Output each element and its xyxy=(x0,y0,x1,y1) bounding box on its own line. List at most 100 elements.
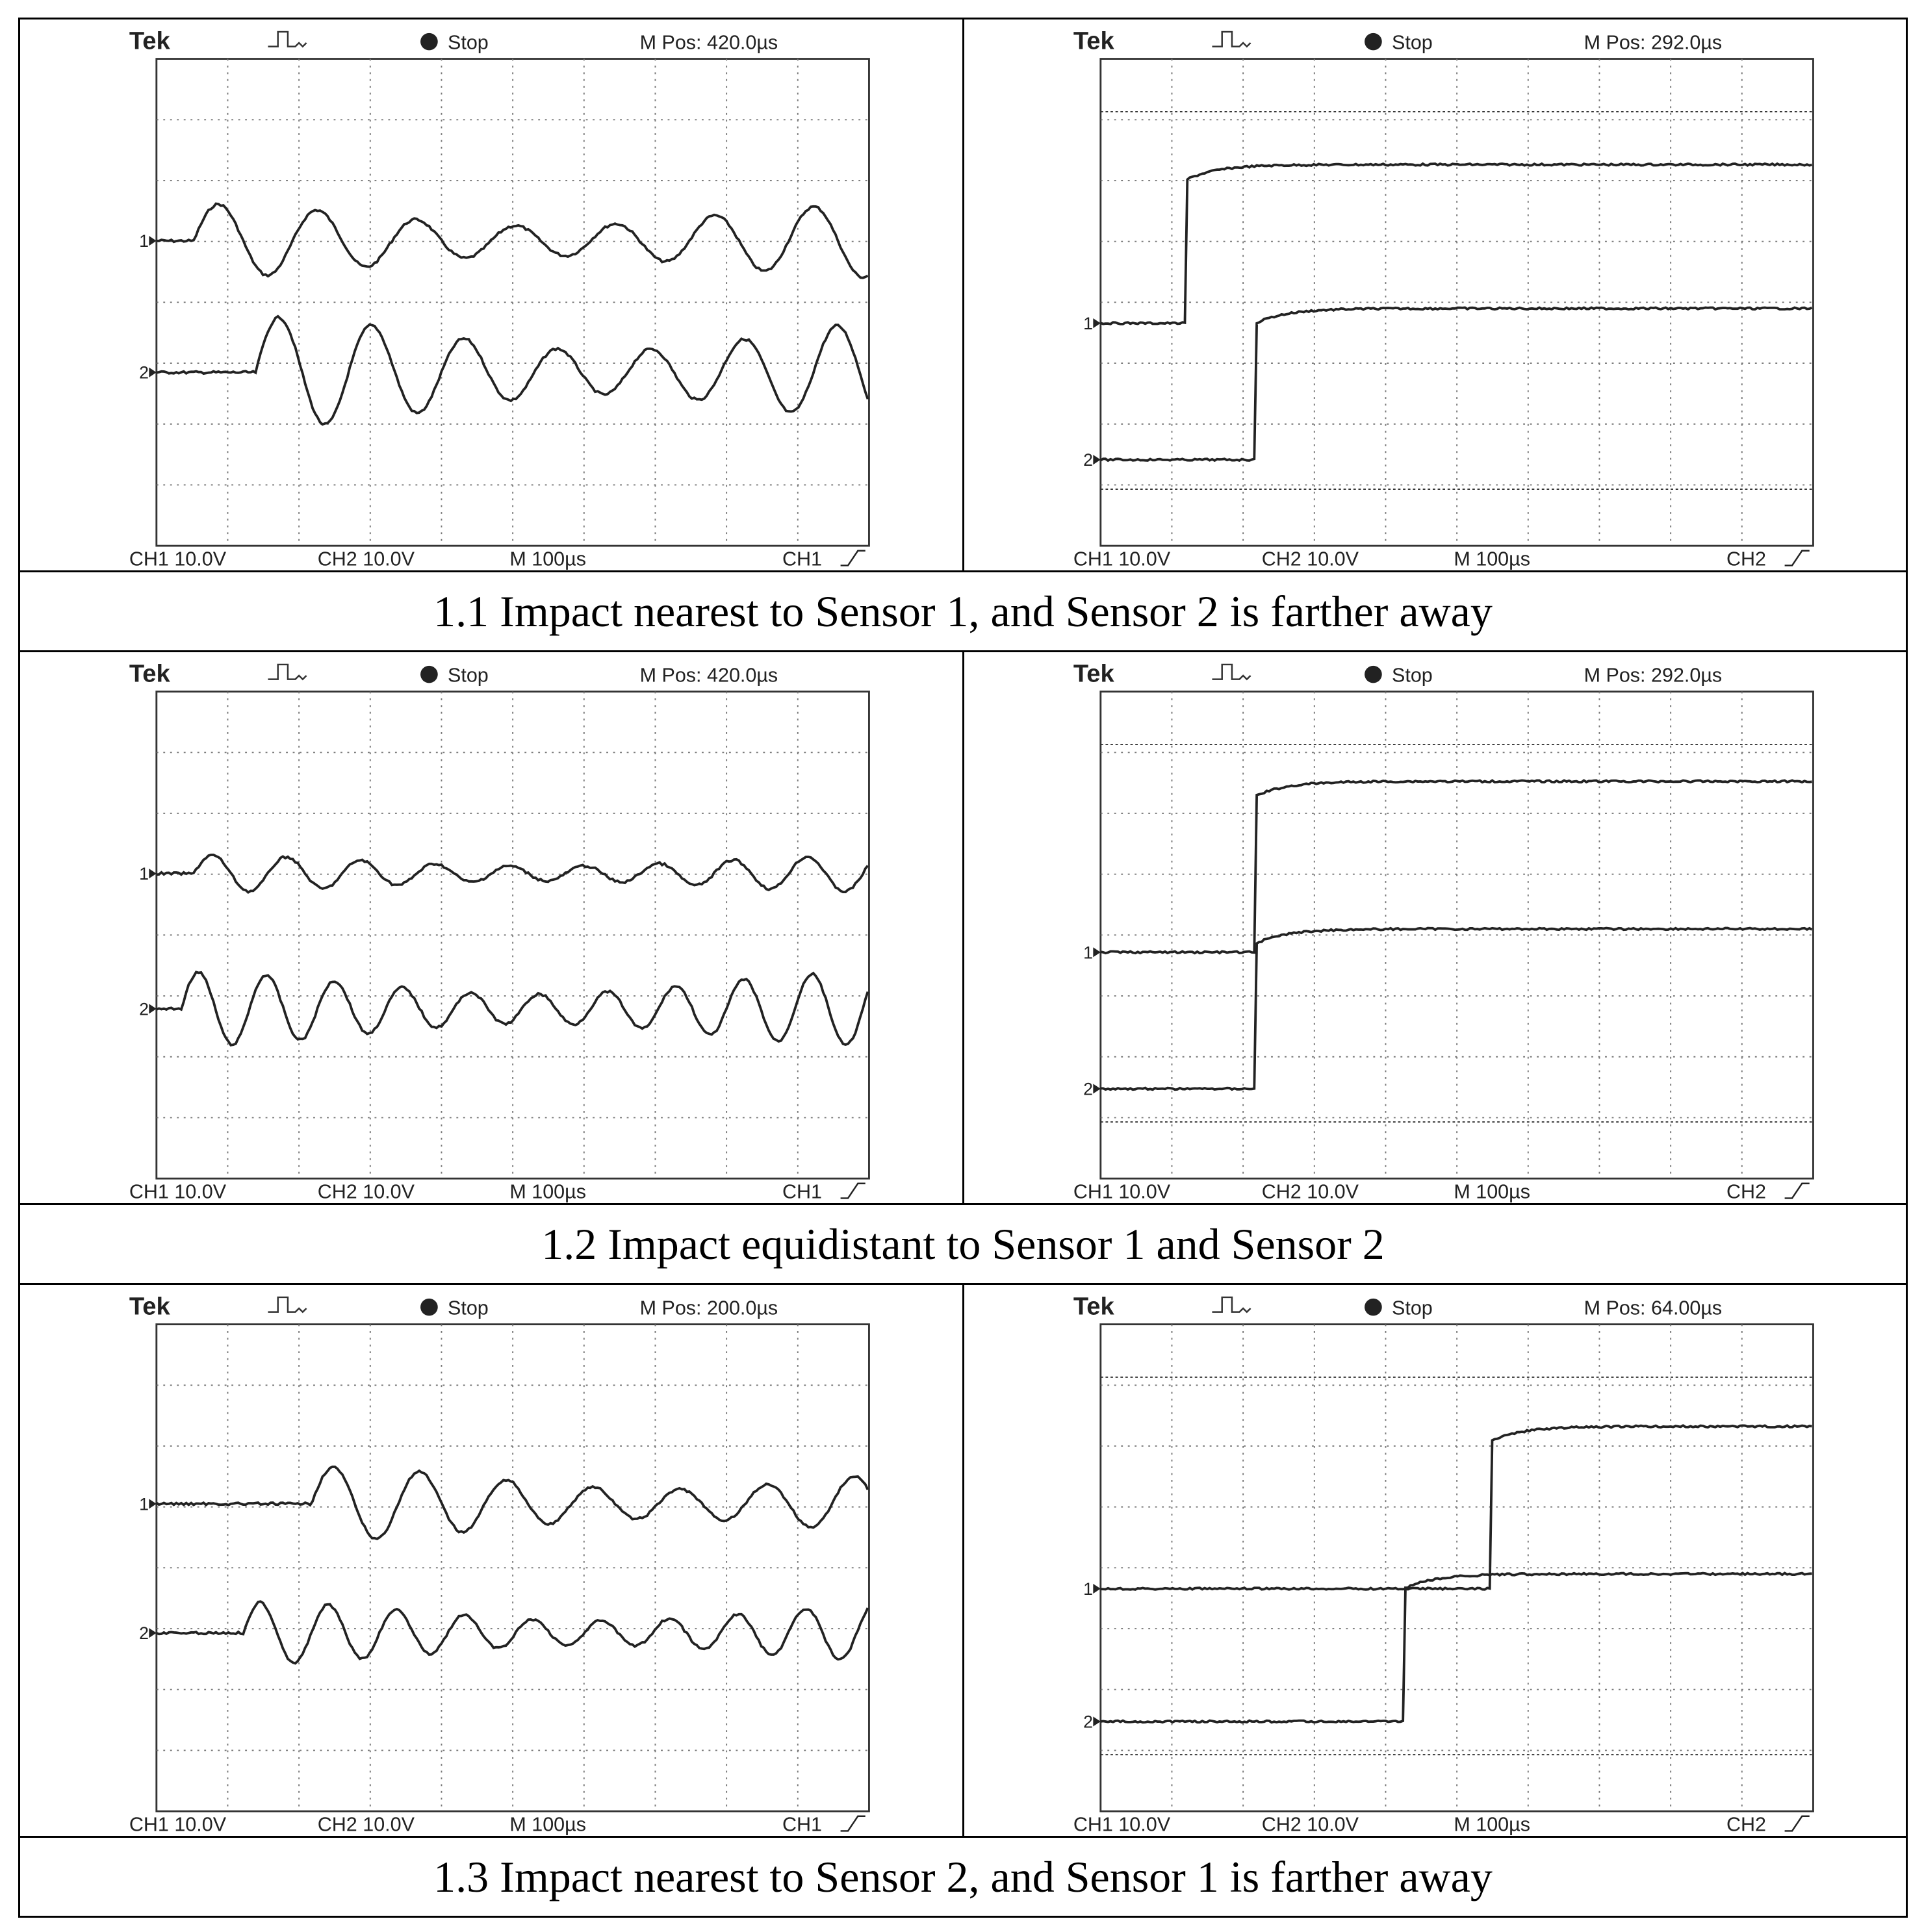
channel-marker: 1 xyxy=(139,1494,149,1514)
ch1-scale: CH1 10.0V xyxy=(1073,1814,1170,1836)
channel-arrow xyxy=(149,1004,157,1014)
ch2-scale: CH2 10.0V xyxy=(1261,548,1359,570)
ch2-scale: CH2 10.0V xyxy=(318,1814,415,1836)
waveform xyxy=(1100,1571,1812,1724)
ch1-scale: CH1 10.0V xyxy=(1073,1181,1170,1203)
channel-arrow xyxy=(149,1628,157,1638)
channel-marker: 2 xyxy=(139,363,149,383)
caption: 1.2 Impact equidistant to Sensor 1 and S… xyxy=(18,1203,1908,1285)
position: M Pos: 420.0µs xyxy=(640,665,778,687)
channel-marker: 2 xyxy=(1083,1080,1093,1099)
trigger-source: CH2 xyxy=(1726,548,1765,570)
brand: Tek xyxy=(129,661,171,688)
channel-arrow xyxy=(149,236,157,246)
oscilloscope-screen: Tek Stop M Pos: 292.0µs 1 2 CH1 10.0V CH2 10.0… xyxy=(1073,661,1814,1203)
caption-row: 1.3 Impact nearest to Sensor 2, and Sens… xyxy=(18,1836,1908,1918)
stop-dot xyxy=(420,1298,438,1316)
status: Stop xyxy=(448,665,489,687)
trigger-icon xyxy=(268,31,307,48)
ch1-scale: CH1 10.0V xyxy=(129,1181,227,1203)
position: M Pos: 420.0µs xyxy=(640,32,778,54)
scope-cell: Tek Stop M Pos: 292.0µs 1 2 CH1 10.0V CH2 10.0… xyxy=(962,18,1908,572)
ch2-scale: CH2 10.0V xyxy=(1261,1181,1359,1203)
caption: 1.3 Impact nearest to Sensor 2, and Sens… xyxy=(18,1836,1908,1918)
trigger-icon xyxy=(268,663,307,681)
brand: Tek xyxy=(129,28,171,55)
oscilloscope-screen: Tek Stop M Pos: 420.0µs 1 2 CH1 10.0V CH2 10.0… xyxy=(129,661,870,1203)
channel-marker: 1 xyxy=(1083,1579,1093,1599)
position: M Pos: 64.00µs xyxy=(1584,1297,1722,1319)
stop-dot xyxy=(1364,1298,1382,1316)
ch2-scale: CH2 10.0V xyxy=(318,548,415,570)
channel-arrow xyxy=(1092,1716,1101,1727)
trigger-source: CH2 xyxy=(1726,1181,1765,1203)
trigger-slope xyxy=(1784,1815,1810,1832)
status: Stop xyxy=(1391,1297,1432,1319)
caption: 1.1 Impact nearest to Sensor 1, and Sens… xyxy=(18,570,1908,652)
time-scale: M 100µs xyxy=(1454,1181,1530,1203)
ch2-scale: CH2 10.0V xyxy=(318,1181,415,1203)
channel-arrow xyxy=(149,1499,157,1509)
time-scale: M 100µs xyxy=(1454,548,1530,570)
figure-table: Tek Stop M Pos: 420.0µs 1 2 CH1 10.0V CH2 10.0… xyxy=(18,18,1908,1918)
brand: Tek xyxy=(1073,28,1114,55)
ch1-scale: CH1 10.0V xyxy=(1073,548,1170,570)
oscilloscope-screen: Tek Stop M Pos: 200.0µs 1 2 CH1 10.0V CH2 10.0… xyxy=(129,1293,870,1836)
channel-marker: 1 xyxy=(139,231,149,251)
trigger-slope xyxy=(840,1182,866,1199)
scope-cell: Tek Stop M Pos: 420.0µs 1 2 CH1 10.0V CH2 10.0… xyxy=(18,18,964,572)
waveform xyxy=(1099,779,1812,955)
stop-dot xyxy=(420,665,438,683)
trigger-slope xyxy=(840,1815,866,1832)
channel-marker: 1 xyxy=(139,864,149,883)
waveform xyxy=(156,314,869,426)
trigger-icon xyxy=(1211,31,1251,48)
channel-arrow xyxy=(149,869,157,879)
trigger-slope xyxy=(1784,550,1810,566)
scope-cell: Tek Stop M Pos: 64.00µs 1 2 CH1 10.0V CH2 10.0… xyxy=(962,1283,1908,1838)
stop-dot xyxy=(1364,665,1382,683)
panel-row: Tek Stop M Pos: 200.0µs 1 2 CH1 10.0V CH2 10.0… xyxy=(18,1283,1908,1838)
waveform xyxy=(156,971,869,1047)
ch1-scale: CH1 10.0V xyxy=(129,548,227,570)
waveform xyxy=(155,1466,869,1540)
waveform xyxy=(1100,926,1812,1091)
ch2-scale: CH2 10.0V xyxy=(1261,1814,1359,1836)
graticule-frame xyxy=(1099,58,1814,547)
channel-arrow xyxy=(1092,318,1101,329)
status: Stop xyxy=(448,32,489,54)
waveform xyxy=(156,854,869,895)
oscilloscope-screen: Tek Stop M Pos: 64.00µs 1 2 CH1 10.0V CH2 10.0… xyxy=(1073,1293,1814,1836)
time-scale: M 100µs xyxy=(509,1181,586,1203)
time-scale: M 100µs xyxy=(509,1814,586,1836)
channel-arrow xyxy=(1092,1583,1101,1594)
time-scale: M 100µs xyxy=(1454,1814,1530,1836)
trigger-icon xyxy=(268,1296,307,1314)
channel-arrow xyxy=(1092,1084,1101,1094)
oscilloscope-screen: Tek Stop M Pos: 292.0µs 1 2 CH1 10.0V CH2 10.0… xyxy=(1073,28,1814,570)
graticule-frame xyxy=(1099,1323,1814,1812)
trigger-source: CH2 xyxy=(1726,1814,1765,1836)
waveform xyxy=(1099,306,1812,463)
trigger-source: CH1 xyxy=(782,1814,822,1836)
trigger-source: CH1 xyxy=(782,1181,822,1203)
brand: Tek xyxy=(1073,661,1114,688)
trigger-icon xyxy=(1211,663,1251,681)
waveform xyxy=(156,202,869,279)
brand: Tek xyxy=(129,1293,171,1321)
graticule-frame xyxy=(1099,691,1814,1180)
oscilloscope-screen: Tek Stop M Pos: 420.0µs 1 2 CH1 10.0V CH2 10.0… xyxy=(129,28,870,570)
channel-arrow xyxy=(149,367,157,377)
panel-row: Tek Stop M Pos: 420.0µs 1 2 CH1 10.0V CH2 10.0… xyxy=(18,18,1908,572)
position: M Pos: 292.0µs xyxy=(1584,32,1722,54)
stop-dot xyxy=(420,32,438,51)
stop-dot xyxy=(1364,32,1382,51)
trigger-slope xyxy=(1784,1182,1810,1199)
ch1-scale: CH1 10.0V xyxy=(129,1814,227,1836)
position: M Pos: 200.0µs xyxy=(640,1297,778,1319)
panel-row: Tek Stop M Pos: 420.0µs 1 2 CH1 10.0V CH2 10.0… xyxy=(18,650,1908,1205)
scope-cell: Tek Stop M Pos: 200.0µs 1 2 CH1 10.0V CH2 10.0… xyxy=(18,1283,964,1838)
status: Stop xyxy=(1391,665,1432,687)
channel-marker: 1 xyxy=(1083,943,1093,962)
